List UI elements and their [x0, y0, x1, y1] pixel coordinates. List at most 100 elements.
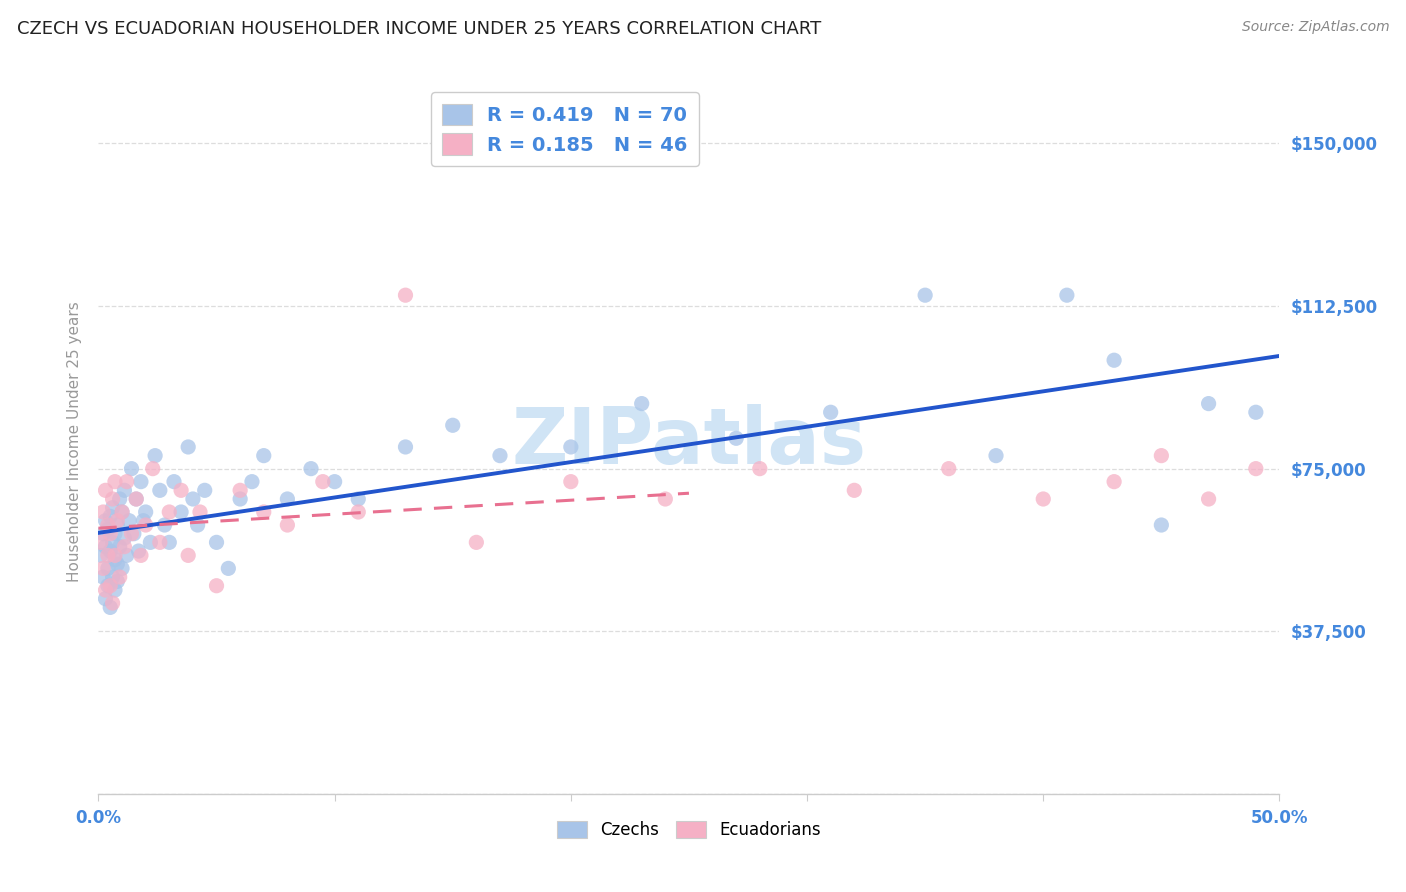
Point: [98, 600, 121, 615]
Point: [149, 483, 172, 498]
Point: [820, 405, 842, 419]
Point: [394, 288, 416, 302]
Point: [121, 526, 143, 541]
Point: [177, 440, 200, 454]
Text: ZIPatlas: ZIPatlas: [512, 403, 866, 480]
Point: [1056, 288, 1078, 302]
Point: [105, 518, 128, 533]
Point: [115, 475, 138, 489]
Point: [188, 505, 211, 519]
Y-axis label: Householder Income Under 25 years: Householder Income Under 25 years: [67, 301, 83, 582]
Point: [1198, 491, 1220, 506]
Point: [217, 561, 239, 575]
Point: [90, 549, 112, 563]
Point: [654, 491, 676, 506]
Point: [101, 491, 124, 506]
Point: [97, 579, 120, 593]
Point: [1150, 518, 1173, 533]
Point: [108, 570, 131, 584]
Point: [135, 518, 157, 533]
Point: [229, 483, 252, 498]
Point: [844, 483, 866, 498]
Point: [253, 449, 276, 463]
Point: [111, 505, 134, 519]
Point: [560, 475, 582, 489]
Point: [129, 475, 152, 489]
Point: [560, 440, 582, 454]
Point: [1102, 353, 1125, 368]
Point: [101, 535, 124, 549]
Point: [157, 505, 180, 519]
Point: [1102, 475, 1125, 489]
Point: [111, 505, 134, 519]
Point: [163, 475, 186, 489]
Point: [98, 509, 121, 524]
Legend: Czechs, Ecuadorians: Czechs, Ecuadorians: [550, 814, 828, 846]
Point: [105, 574, 128, 589]
Point: [170, 505, 193, 519]
Point: [91, 561, 114, 575]
Point: [205, 579, 228, 593]
Point: [101, 596, 124, 610]
Point: [112, 540, 135, 554]
Point: [1150, 449, 1173, 463]
Point: [465, 535, 488, 549]
Point: [112, 531, 135, 545]
Point: [128, 544, 150, 558]
Point: [394, 440, 416, 454]
Point: [630, 396, 652, 410]
Point: [125, 491, 148, 506]
Point: [139, 535, 162, 549]
Point: [938, 461, 960, 475]
Point: [187, 518, 209, 533]
Point: [299, 461, 322, 475]
Point: [125, 491, 148, 506]
Point: [323, 475, 346, 489]
Point: [98, 579, 121, 593]
Point: [94, 514, 117, 528]
Point: [276, 518, 298, 533]
Point: [91, 570, 114, 584]
Text: CZECH VS ECUADORIAN HOUSEHOLDER INCOME UNDER 25 YEARS CORRELATION CHART: CZECH VS ECUADORIAN HOUSEHOLDER INCOME U…: [17, 20, 821, 37]
Point: [101, 500, 124, 515]
Point: [276, 491, 298, 506]
Point: [97, 522, 120, 536]
Point: [194, 483, 217, 498]
Point: [105, 557, 128, 571]
Point: [98, 544, 121, 558]
Point: [94, 483, 117, 498]
Point: [153, 518, 176, 533]
Point: [97, 518, 120, 533]
Point: [347, 491, 370, 506]
Point: [132, 514, 155, 528]
Point: [312, 475, 335, 489]
Point: [914, 288, 936, 302]
Point: [94, 591, 117, 606]
Point: [205, 535, 228, 549]
Point: [97, 561, 120, 575]
Point: [135, 505, 157, 519]
Point: [118, 514, 141, 528]
Point: [1032, 491, 1054, 506]
Point: [143, 449, 166, 463]
Point: [489, 449, 512, 463]
Point: [101, 570, 124, 584]
Point: [104, 552, 127, 566]
Point: [157, 535, 180, 549]
Point: [115, 549, 138, 563]
Point: [104, 475, 127, 489]
Point: [170, 483, 193, 498]
Point: [121, 461, 143, 475]
Point: [142, 461, 165, 475]
Point: [91, 505, 114, 519]
Point: [240, 475, 263, 489]
Point: [105, 514, 128, 528]
Point: [91, 526, 114, 541]
Point: [108, 540, 131, 554]
Point: [181, 491, 204, 506]
Point: [104, 526, 127, 541]
Point: [1198, 396, 1220, 410]
Point: [725, 431, 748, 445]
Point: [748, 461, 770, 475]
Point: [129, 549, 152, 563]
